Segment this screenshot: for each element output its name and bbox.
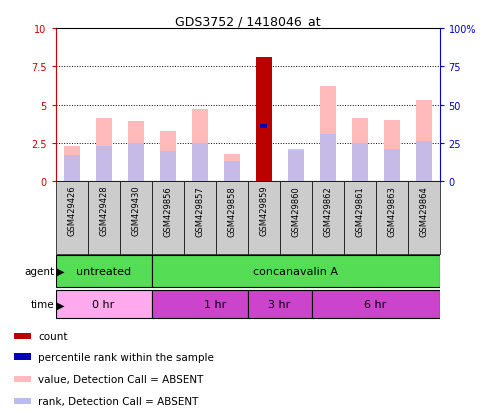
Text: 3 hr: 3 hr [269, 299, 291, 310]
Bar [352, 143, 368, 182]
Bar [184, 182, 215, 254]
Text: percentile rank within the sample: percentile rank within the sample [38, 352, 214, 362]
Bar [415, 101, 431, 182]
Text: GSM429428: GSM429428 [99, 185, 108, 236]
Bar [14, 376, 31, 382]
Text: time: time [31, 299, 55, 310]
Bar [260, 125, 267, 128]
Text: ▶: ▶ [57, 266, 65, 277]
Bar [384, 150, 399, 182]
Text: agent: agent [25, 266, 55, 277]
Text: GSM429426: GSM429426 [67, 185, 76, 236]
Text: concanavalin A: concanavalin A [253, 266, 338, 277]
Text: GSM429864: GSM429864 [419, 185, 428, 236]
Text: value, Detection Call = ABSENT: value, Detection Call = ABSENT [38, 374, 203, 384]
Bar [56, 291, 152, 318]
Bar [415, 142, 431, 182]
Bar [128, 122, 143, 182]
Text: GSM429862: GSM429862 [323, 185, 332, 236]
Bar [14, 354, 31, 360]
Bar [280, 182, 312, 254]
Text: 0 hr: 0 hr [92, 299, 114, 310]
Text: GSM429861: GSM429861 [355, 185, 364, 236]
Bar [312, 291, 440, 318]
Bar [96, 119, 112, 182]
Bar [320, 87, 336, 182]
Bar [87, 182, 120, 254]
Bar [384, 121, 399, 182]
Bar [312, 182, 343, 254]
Text: GSM429430: GSM429430 [131, 185, 140, 236]
Bar [192, 143, 208, 182]
Bar [224, 154, 240, 182]
Text: GSM429859: GSM429859 [259, 185, 268, 236]
Text: rank, Detection Call = ABSENT: rank, Detection Call = ABSENT [38, 396, 199, 406]
Bar [215, 182, 248, 254]
Bar [192, 110, 208, 182]
Bar [120, 182, 152, 254]
Bar [96, 147, 112, 182]
Bar [64, 156, 80, 182]
Bar [56, 256, 152, 287]
Bar [152, 291, 248, 318]
Bar [14, 398, 31, 404]
Text: count: count [38, 331, 68, 342]
Bar [159, 131, 175, 182]
Bar [287, 151, 303, 182]
Bar [343, 182, 376, 254]
Bar [352, 119, 368, 182]
Text: GSM429858: GSM429858 [227, 185, 236, 236]
Bar [256, 58, 271, 182]
Bar [408, 182, 440, 254]
Text: GSM429860: GSM429860 [291, 185, 300, 236]
Bar [159, 151, 175, 182]
Text: GSM429856: GSM429856 [163, 185, 172, 236]
Bar [248, 291, 312, 318]
Bar [128, 143, 143, 182]
Text: ▶: ▶ [57, 299, 65, 310]
Text: GSM429857: GSM429857 [195, 185, 204, 236]
Text: untreated: untreated [76, 266, 131, 277]
Text: 1 hr: 1 hr [204, 299, 227, 310]
Text: GSM429863: GSM429863 [387, 185, 396, 236]
Bar [64, 147, 80, 182]
Bar [248, 182, 280, 254]
Bar [287, 150, 303, 182]
Bar [152, 256, 440, 287]
Text: 6 hr: 6 hr [364, 299, 387, 310]
Title: GDS3752 / 1418046_at: GDS3752 / 1418046_at [175, 15, 320, 28]
Bar [152, 182, 184, 254]
Bar [14, 333, 31, 339]
Bar [376, 182, 408, 254]
Bar [56, 182, 87, 254]
Bar [224, 162, 240, 182]
Bar [320, 134, 336, 182]
